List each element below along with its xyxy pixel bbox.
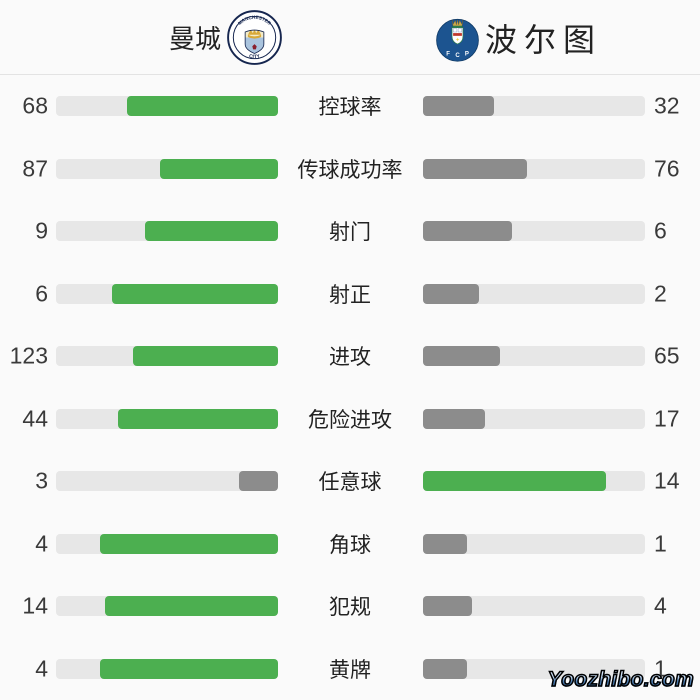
svg-text:C: C [455, 53, 460, 59]
svg-text:✦: ✦ [455, 36, 460, 43]
svg-text:F: F [446, 52, 450, 58]
svg-text:P: P [465, 52, 469, 58]
